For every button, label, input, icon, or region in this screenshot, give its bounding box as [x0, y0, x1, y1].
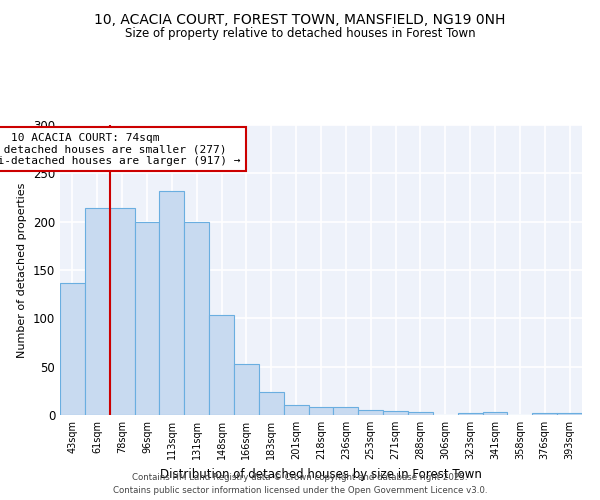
Bar — [308, 408, 334, 415]
X-axis label: Distribution of detached houses by size in Forest Town: Distribution of detached houses by size … — [160, 468, 482, 480]
Text: Contains HM Land Registry data © Crown copyright and database right 2025.: Contains HM Land Registry data © Crown c… — [132, 472, 468, 482]
Bar — [234, 364, 259, 415]
Bar — [160, 190, 184, 415]
Bar — [408, 412, 433, 415]
Text: Contains public sector information licensed under the Open Government Licence v3: Contains public sector information licen… — [113, 486, 487, 495]
Bar — [458, 413, 482, 415]
Bar — [284, 406, 308, 415]
Bar — [532, 413, 557, 415]
Text: 10 ACACIA COURT: 74sqm
← 23% of detached houses are smaller (277)
76% of semi-de: 10 ACACIA COURT: 74sqm ← 23% of detached… — [0, 132, 240, 166]
Bar — [557, 413, 582, 415]
Bar — [134, 222, 160, 415]
Bar — [184, 222, 209, 415]
Bar — [60, 282, 85, 415]
Bar — [334, 408, 358, 415]
Bar — [209, 316, 234, 415]
Bar — [383, 411, 408, 415]
Bar — [110, 208, 134, 415]
Bar — [482, 412, 508, 415]
Bar — [358, 410, 383, 415]
Text: Size of property relative to detached houses in Forest Town: Size of property relative to detached ho… — [125, 28, 475, 40]
Y-axis label: Number of detached properties: Number of detached properties — [17, 182, 28, 358]
Bar — [259, 392, 284, 415]
Text: 10, ACACIA COURT, FOREST TOWN, MANSFIELD, NG19 0NH: 10, ACACIA COURT, FOREST TOWN, MANSFIELD… — [94, 12, 506, 26]
Bar — [85, 208, 110, 415]
